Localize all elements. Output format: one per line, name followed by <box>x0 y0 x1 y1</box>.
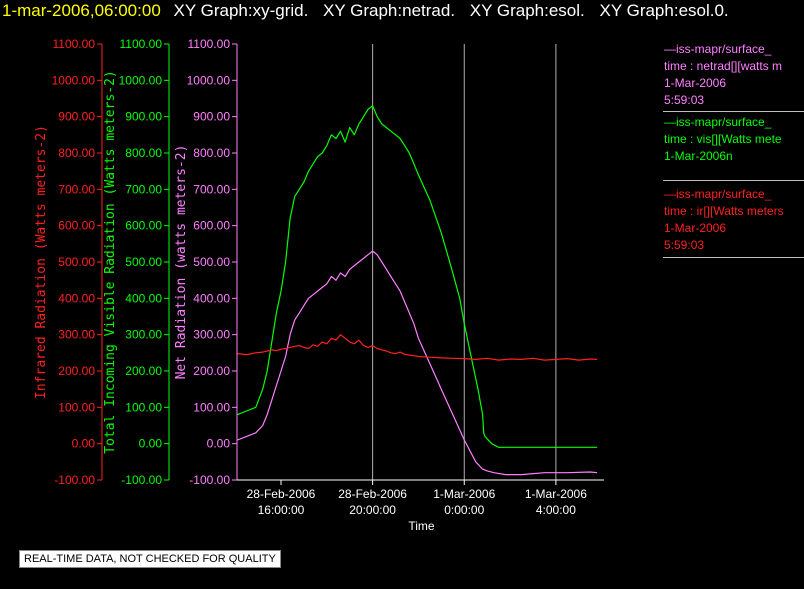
y-tick-label-infrared: -100.00 <box>54 473 95 487</box>
y-tick-label-infrared: 1000.00 <box>52 73 96 87</box>
y-tick-label-infrared: 900.00 <box>58 110 95 124</box>
y-tick-label-netrad: 500.00 <box>193 255 230 269</box>
legend-infrared-line4: 5:59:03 <box>664 238 705 252</box>
title-graph-1: XY Graph:xy-grid. <box>173 1 309 20</box>
y-tick-label-netrad: 300.00 <box>193 328 230 342</box>
y-tick-label-visible: 600.00 <box>125 219 162 233</box>
legend-netrad-line3: 1-Mar-2006 <box>664 76 727 90</box>
y-tick-label-visible: 800.00 <box>125 146 162 160</box>
legend-netrad-line2: time : netrad[][watts m <box>664 59 783 73</box>
y-axis-title-infrared: Infrared Radiation (Watts meters-2) <box>34 125 49 399</box>
title-graph-4: XY Graph:esol.0. <box>599 1 729 20</box>
legend-visible-line3: 1-Mar-2006n <box>664 149 733 163</box>
legend-visible: —iss-mapr/surface_ time : vis[][Watts me… <box>664 114 804 165</box>
y-tick-label-visible: 100.00 <box>125 400 162 414</box>
y-tick-label-visible: 1100.00 <box>120 37 163 51</box>
y-tick-label-visible: 1000.00 <box>119 73 163 87</box>
y-tick-label-infrared: 400.00 <box>58 291 95 305</box>
legend-visible-line1: —iss-mapr/surface_ <box>664 115 772 129</box>
y-tick-label-netrad: 600.00 <box>193 219 230 233</box>
y-tick-label-netrad: 1100.00 <box>188 37 231 51</box>
legend-separator <box>663 180 804 181</box>
legend-infrared-line3: 1-Mar-2006 <box>664 221 727 235</box>
legend-netrad-line1: —iss-mapr/surface_ <box>664 42 772 56</box>
y-tick-label-visible: -100.00 <box>121 473 162 487</box>
x-tick-label: 28-Feb-2006 <box>247 487 316 501</box>
quality-notice: REAL-TIME DATA, NOT CHECKED FOR QUALITY <box>19 550 281 568</box>
x-tick-label: 1-Mar-2006 <box>525 487 587 501</box>
legend-infrared: —iss-mapr/surface_ time : ir[][Watts met… <box>664 186 804 254</box>
y-tick-label-visible: 400.00 <box>125 291 162 305</box>
series-visible-line <box>237 105 598 448</box>
y-tick-label-infrared: 200.00 <box>58 364 95 378</box>
y-axis-title-visible: Total Incoming Visible Radiation (Watts … <box>103 70 118 454</box>
y-tick-label-visible: 700.00 <box>125 182 162 196</box>
series-netrad-line <box>237 250 598 476</box>
y-tick-label-netrad: 700.00 <box>193 182 230 196</box>
x-tick-label: 4:00:00 <box>536 503 576 517</box>
title-date: 1-mar-2006,06:00:00 <box>2 1 161 20</box>
y-tick-label-infrared: 100.00 <box>58 400 95 414</box>
y-tick-label-netrad: 400.00 <box>193 291 230 305</box>
y-tick-label-infrared: 500.00 <box>58 255 95 269</box>
legend-separator <box>663 257 804 258</box>
title-graph-3: XY Graph:esol. <box>469 1 585 20</box>
legend-infrared-line2: time : ir[][Watts meters <box>664 204 784 218</box>
title-graph-2: XY Graph:netrad. <box>323 1 456 20</box>
x-tick-label: 16:00:00 <box>258 503 305 517</box>
title-bar: 1-mar-2006,06:00:00 XY Graph:xy-grid. XY… <box>2 1 739 21</box>
x-tick-label: 0:00:00 <box>444 503 484 517</box>
y-tick-label-infrared: 700.00 <box>58 182 95 196</box>
y-tick-label-netrad: -100.00 <box>189 473 230 487</box>
x-axis-title: Time <box>408 519 435 533</box>
y-tick-label-visible: 500.00 <box>125 255 162 269</box>
y-tick-label-infrared: 600.00 <box>58 219 95 233</box>
y-tick-label-netrad: 1000.00 <box>187 73 231 87</box>
legend-netrad-line4: 5:59:03 <box>664 93 705 107</box>
x-tick-label: 1-Mar-2006 <box>433 487 495 501</box>
y-tick-label-infrared: 0.00 <box>72 437 96 451</box>
y-tick-label-netrad: 100.00 <box>193 400 230 414</box>
y-tick-label-visible: 300.00 <box>125 328 162 342</box>
x-tick-label: 28-Feb-2006 <box>338 487 407 501</box>
y-tick-label-visible: 200.00 <box>125 364 162 378</box>
legend-netrad: —iss-mapr/surface_ time : netrad[][watts… <box>664 41 804 109</box>
series-infrared-line <box>237 334 598 361</box>
y-tick-label-netrad: 900.00 <box>193 110 230 124</box>
legend-separator <box>663 111 804 112</box>
y-tick-label-netrad: 0.00 <box>207 437 231 451</box>
y-tick-label-netrad: 200.00 <box>193 364 230 378</box>
y-tick-label-infrared: 300.00 <box>58 328 95 342</box>
y-tick-label-visible: 0.00 <box>139 437 163 451</box>
legend-visible-line2: time : vis[][Watts mete <box>664 132 782 146</box>
y-tick-label-infrared: 1100.00 <box>53 37 96 51</box>
legend-infrared-line1: —iss-mapr/surface_ <box>664 187 772 201</box>
x-tick-label: 20:00:00 <box>349 503 396 517</box>
y-tick-label-infrared: 800.00 <box>58 146 95 160</box>
y-tick-label-netrad: 800.00 <box>193 146 230 160</box>
y-tick-label-visible: 900.00 <box>125 110 162 124</box>
y-axis-title-netrad: Net Radiation (watts meters-2) <box>174 145 189 380</box>
